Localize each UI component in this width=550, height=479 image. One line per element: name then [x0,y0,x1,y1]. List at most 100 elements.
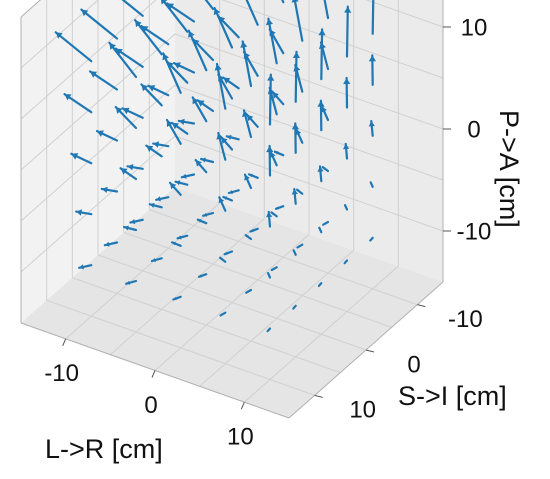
x-tick-label: 10 [227,424,254,451]
vector-arrowhead [271,212,275,215]
vector-arrow [292,304,297,310]
y-axis-label: S->I [cm] [398,381,507,411]
y-tick-mark [365,349,375,353]
vector-arrow [241,40,253,88]
vector-arrowhead [220,257,223,261]
vector-arrow [268,73,272,126]
x-tick-label: 0 [144,392,157,419]
vector-arrow [369,236,374,242]
vector-arrowhead [90,71,98,78]
vector-arrowhead [317,100,325,107]
tick-labels: -10 0 10 -10 0 10 -10 0 10 [44,14,491,450]
x-tick-mark [240,401,245,410]
vector-arrow [245,288,253,294]
vector-arrowhead [148,85,156,92]
vector-arrowhead [228,190,233,195]
vector-arrowhead [292,51,300,58]
vector-arrowhead [146,145,154,152]
vector-arrowhead [265,18,273,26]
vector-arrowhead [276,206,280,210]
vector-arrowhead [243,52,251,59]
vector-arrowhead [218,74,225,82]
vector-arrowhead [368,121,375,127]
vector-arrowhead [295,129,302,136]
vector-arrowhead [141,84,149,92]
vector-arrowhead [201,157,206,163]
vector-arrow [317,282,323,287]
vector-arrowhead [161,0,168,5]
vector-arrowhead [153,141,159,148]
vector-arrowhead [79,264,84,270]
vector-arrowhead [266,211,273,218]
vector-arrow [134,19,163,56]
vector-arrowhead [249,173,253,178]
vector-arrowhead [130,219,136,225]
vector-arrowhead [223,196,228,200]
vector-arrow [292,249,297,256]
vector-arrowhead [156,196,161,202]
vector-arrowhead [322,167,326,170]
vector-arrowhead [195,160,202,167]
vector-arrowhead [319,42,326,50]
vector-arrowhead [178,118,185,125]
vector-arrowhead [173,297,177,301]
vector-arrowhead [197,219,202,223]
vector-arrowhead [224,251,228,255]
vector-arrowhead [55,32,63,39]
x-axis-label: L->R [cm] [45,434,163,464]
vector-arrowhead [151,258,156,263]
vector-arrowhead [124,225,129,231]
vector-arrowhead [247,114,254,122]
vector-arrow [266,327,272,333]
vector-arrowhead [321,106,327,113]
vector-arrowhead [175,180,181,186]
vector-arrow [323,0,330,20]
vector-arrow [121,0,144,17]
vector-arrowhead [109,42,116,50]
vector-arrow [296,243,304,249]
vector-arrowhead [192,39,200,46]
vector-arrowhead [318,29,326,36]
vector-arrow [293,0,304,42]
vector-arrowhead [127,164,134,171]
vector-arrowhead [188,30,195,38]
vector-arrow [371,0,375,35]
vector-arrow [187,29,208,72]
vector-arrowhead [71,153,79,160]
vector-arrowhead [167,61,174,69]
vector-arrowhead [218,16,226,24]
vector-arrowhead [97,130,104,137]
vector-arrowhead [172,122,179,130]
vector-arrowhead [293,65,301,72]
vector-arrowhead [162,53,169,61]
vector-arrowhead [135,20,142,28]
y-tick-mark [417,304,426,308]
vector-arrow [215,62,227,110]
vector-arrowhead [181,173,187,179]
vector-arrowhead [166,120,174,127]
vector-arrowhead [64,94,72,101]
vector-arrowhead [122,107,130,115]
vector-arrow [219,311,227,317]
z-tick-label: 0 [467,116,480,143]
vector-arrowhead [76,209,82,216]
vector-arrow [161,0,189,33]
vector-arrowhead [343,78,351,85]
vector-arrowhead [221,137,228,144]
vector-arrow [54,31,93,63]
vector-arrowhead [172,241,176,246]
vector-arrowhead [297,189,300,193]
vector-arrowhead [115,48,123,56]
vector-arrowhead [167,3,175,10]
vector-arrowhead [120,168,128,175]
vector-arrowhead [226,134,232,140]
z-tick-label: 10 [461,14,488,41]
vector-arrow [322,220,330,226]
vector-arrow [294,50,298,103]
vector-arrowhead [170,182,177,190]
vector-arrow [270,266,278,272]
vector-arrowhead [192,97,199,105]
vector-arrowhead [197,100,205,107]
y-tick-label: 0 [407,351,420,378]
